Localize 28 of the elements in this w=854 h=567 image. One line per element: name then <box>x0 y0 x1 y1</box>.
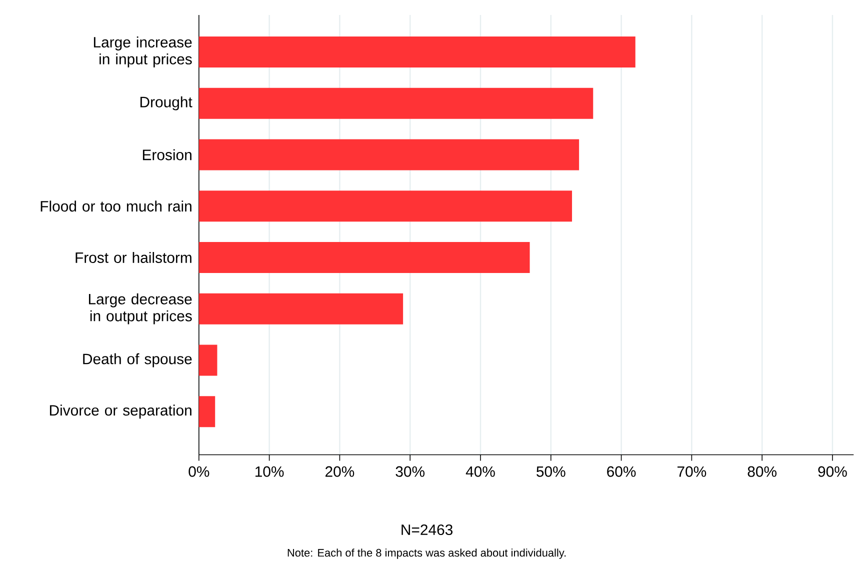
y-tick-label: Erosion <box>142 149 192 160</box>
y-tick-label: Death of spouse <box>83 353 192 368</box>
x-tick-label: 80% <box>748 466 776 477</box>
bar <box>198 396 216 428</box>
x-axis-title: N=2463 <box>402 524 453 536</box>
x-tick-label: 90% <box>818 466 847 477</box>
y-tick-label: Large increase in input prices <box>94 36 192 68</box>
x-tick-label: 30% <box>396 466 425 477</box>
text: Note: Each of the 8 impacts was asked about individually. <box>288 548 566 559</box>
y-tick-label: Frost or hailstorm <box>76 252 192 264</box>
y-tick-label: Large decrease in output prices <box>88 294 192 324</box>
bar <box>198 190 572 222</box>
bar <box>198 88 594 119</box>
x-tick-label: 10% <box>256 466 284 477</box>
y-tick-label: Flood or too much rain <box>40 200 192 212</box>
bar <box>198 344 218 376</box>
x-tick-label: 20% <box>326 466 354 477</box>
bar <box>198 294 404 324</box>
bar <box>198 36 636 68</box>
x-tick-label: 70% <box>678 466 706 477</box>
x-tick-label: 0% <box>188 466 210 477</box>
bar <box>198 242 530 274</box>
x-tick-label: 60% <box>607 466 636 477</box>
bar <box>198 139 580 170</box>
x-tick-label: 50% <box>536 466 566 477</box>
y-tick-label: Drought <box>140 96 192 110</box>
y-tick-label: Divorce or separation <box>50 404 192 419</box>
x-tick-label: 40% <box>466 466 495 477</box>
